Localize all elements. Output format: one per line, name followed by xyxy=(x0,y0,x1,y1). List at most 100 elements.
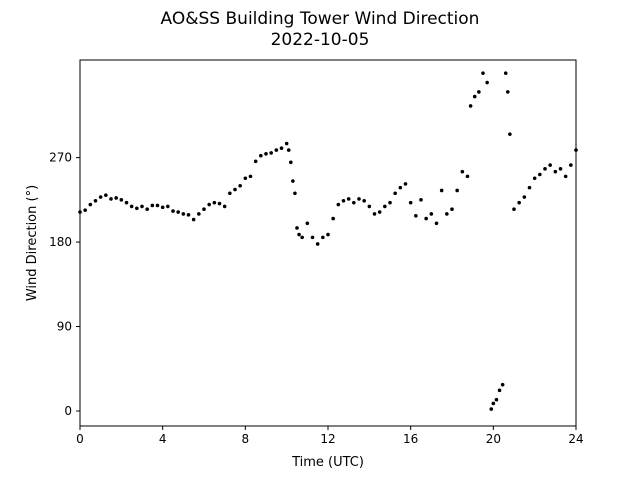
point xyxy=(414,213,418,218)
point xyxy=(228,191,232,196)
point xyxy=(186,213,191,217)
point xyxy=(538,172,542,177)
point xyxy=(166,204,170,209)
point xyxy=(460,169,465,174)
point xyxy=(305,221,310,226)
point xyxy=(284,141,289,146)
point xyxy=(264,152,268,156)
point xyxy=(293,191,297,196)
point xyxy=(155,203,160,208)
point xyxy=(315,242,320,246)
point xyxy=(419,198,423,202)
point xyxy=(207,202,211,207)
point xyxy=(388,200,392,205)
point xyxy=(300,235,304,240)
point xyxy=(477,90,481,94)
x-tick-label: 24 xyxy=(568,432,583,446)
point xyxy=(310,235,315,240)
point xyxy=(181,212,186,216)
point xyxy=(352,200,356,205)
point xyxy=(88,202,93,207)
point xyxy=(429,212,434,216)
point xyxy=(357,197,361,201)
chart-subtitle: 2022-10-05 xyxy=(271,30,370,50)
point xyxy=(506,90,510,94)
point xyxy=(574,148,578,152)
point xyxy=(500,382,505,387)
point xyxy=(331,216,335,221)
point xyxy=(297,232,301,237)
point xyxy=(563,174,568,179)
point xyxy=(336,202,341,207)
point xyxy=(424,216,428,221)
point xyxy=(238,183,242,188)
point xyxy=(517,200,521,205)
point xyxy=(202,207,206,212)
point xyxy=(212,200,217,205)
point xyxy=(439,188,444,193)
point xyxy=(346,197,351,201)
chart-title: AO&SS Building Tower Wind Direction xyxy=(161,9,480,29)
point xyxy=(140,204,144,209)
point xyxy=(222,204,227,209)
point xyxy=(377,210,382,214)
y-tick-label: 180 xyxy=(49,235,72,249)
point xyxy=(243,176,248,181)
point xyxy=(481,71,485,75)
point xyxy=(553,169,558,174)
point xyxy=(383,204,387,209)
point xyxy=(326,232,330,237)
point xyxy=(217,201,222,206)
point xyxy=(465,174,470,179)
point xyxy=(398,185,403,190)
point xyxy=(119,198,124,202)
point xyxy=(295,226,299,230)
point xyxy=(279,146,284,151)
point xyxy=(83,208,87,212)
point xyxy=(109,197,113,201)
point xyxy=(445,212,449,216)
point xyxy=(485,80,489,85)
point xyxy=(253,159,258,164)
point xyxy=(341,198,346,203)
point xyxy=(129,204,134,209)
point xyxy=(104,193,108,197)
point xyxy=(512,207,516,212)
y-tick-label: 90 xyxy=(57,320,72,334)
point xyxy=(408,200,413,205)
point xyxy=(191,217,196,222)
point xyxy=(527,185,532,190)
point xyxy=(455,188,459,193)
point xyxy=(403,182,408,186)
y-tick-label: 270 xyxy=(49,151,72,165)
point xyxy=(259,153,263,158)
point xyxy=(522,195,527,199)
point xyxy=(93,198,98,203)
point xyxy=(569,163,573,167)
point xyxy=(543,167,547,171)
x-tick-label: 12 xyxy=(320,432,335,446)
x-axis-label: Time (UTC) xyxy=(291,455,364,470)
point xyxy=(291,179,295,183)
x-tick-label: 16 xyxy=(403,432,418,446)
x-tick-label: 4 xyxy=(159,432,167,446)
point xyxy=(372,212,377,216)
point xyxy=(248,174,253,179)
point xyxy=(468,104,473,108)
point xyxy=(472,94,477,99)
x-tick-label: 20 xyxy=(486,432,501,446)
x-tick-label: 8 xyxy=(242,432,250,446)
point xyxy=(393,191,397,196)
point xyxy=(503,71,508,75)
point xyxy=(78,210,82,214)
point xyxy=(135,206,139,211)
y-tick-label: 0 xyxy=(64,404,72,418)
point xyxy=(450,207,454,212)
point xyxy=(494,397,499,402)
point xyxy=(197,212,201,216)
point xyxy=(150,203,155,208)
point xyxy=(321,235,325,240)
point xyxy=(289,160,293,165)
point xyxy=(497,388,502,393)
